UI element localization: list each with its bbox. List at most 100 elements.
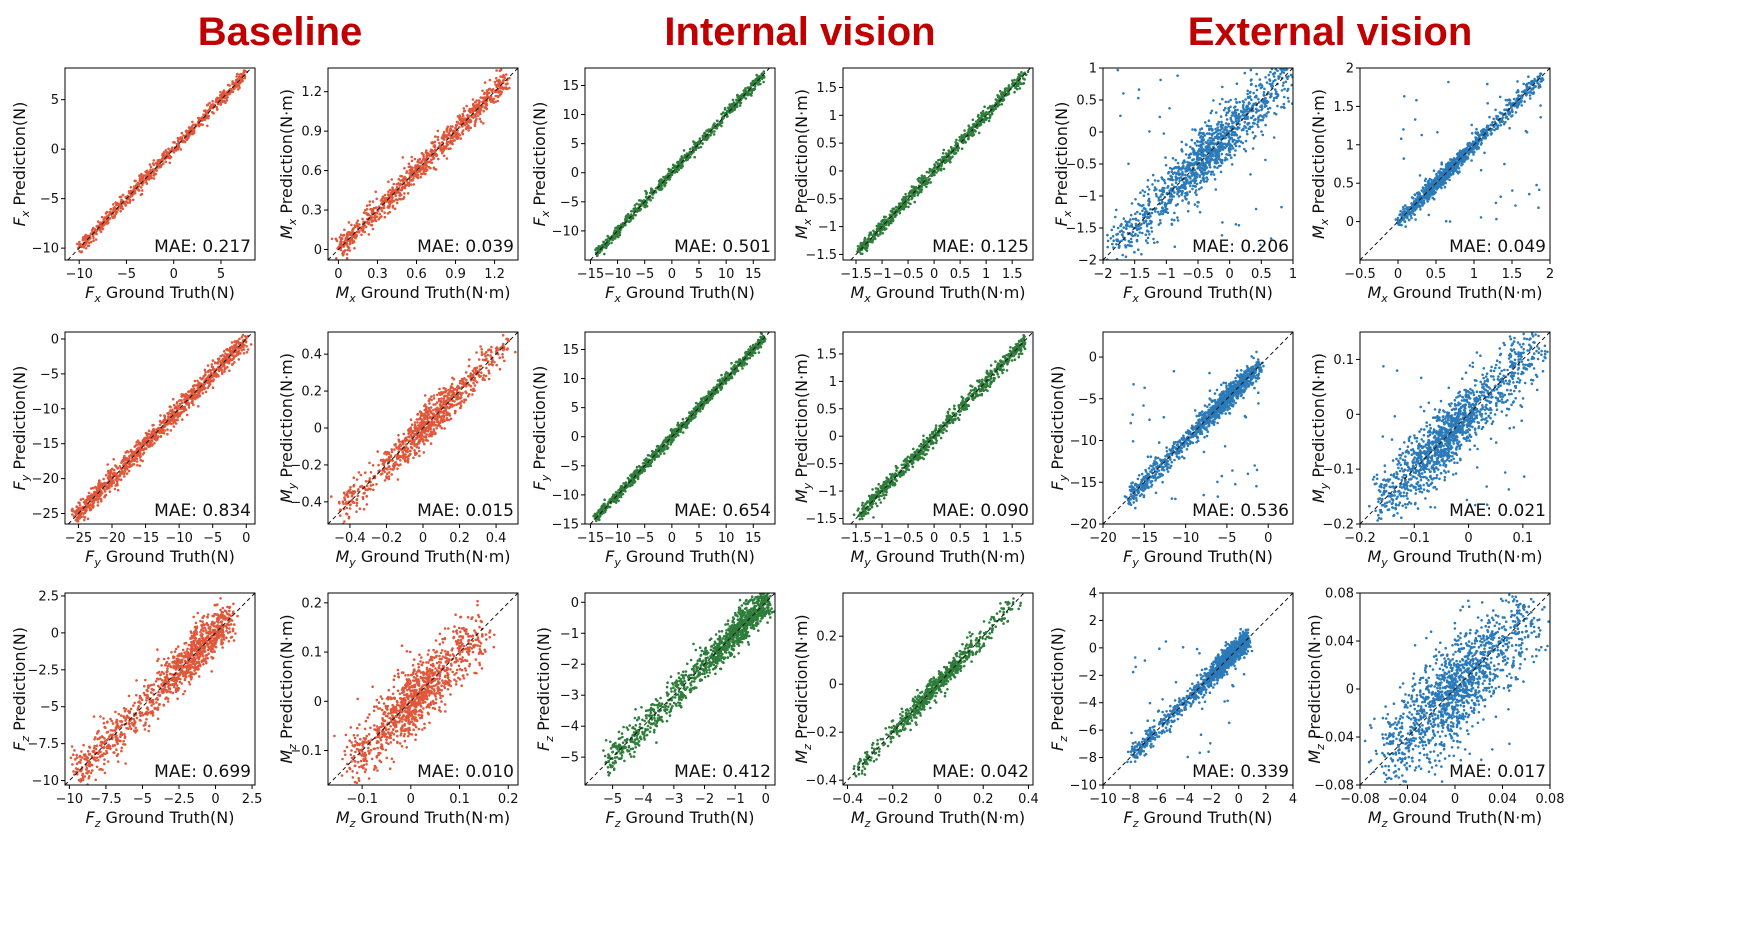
data-point — [971, 118, 975, 122]
data-point — [421, 172, 424, 176]
data-point — [435, 154, 438, 158]
data-point — [185, 132, 189, 135]
data-point — [699, 145, 703, 149]
data-point — [677, 168, 680, 171]
data-point — [1137, 227, 1140, 231]
data-point — [960, 134, 964, 138]
data-point — [1130, 233, 1133, 236]
data-point — [1116, 68, 1120, 72]
data-point — [1199, 136, 1202, 139]
data-point — [1122, 231, 1125, 234]
data-point — [1280, 205, 1283, 209]
data-point — [223, 99, 226, 103]
data-point — [692, 140, 695, 143]
data-point — [1265, 81, 1269, 84]
data-point — [1213, 131, 1216, 135]
data-point — [353, 224, 357, 227]
mae-annotation: MAE: 0.501 — [674, 237, 771, 257]
data-point — [671, 163, 675, 167]
data-point — [976, 115, 980, 118]
data-point — [1137, 96, 1140, 100]
data-point — [698, 138, 702, 142]
data-point — [1217, 120, 1221, 124]
data-point — [1297, 94, 1300, 97]
data-point — [925, 185, 928, 189]
data-point — [421, 165, 425, 169]
data-point — [1197, 133, 1201, 136]
data-point — [598, 246, 601, 250]
data-point — [1179, 189, 1182, 193]
data-point — [1119, 114, 1122, 118]
data-point — [375, 197, 379, 201]
x-tick-label: 0.6 — [406, 267, 427, 282]
data-point — [1282, 81, 1285, 85]
data-point — [172, 151, 176, 154]
data-point — [448, 134, 452, 137]
data-point — [1225, 158, 1229, 161]
data-point — [445, 144, 448, 148]
data-point — [981, 120, 984, 123]
data-point — [1216, 166, 1219, 169]
data-point — [651, 196, 654, 199]
data-point — [1279, 68, 1282, 71]
data-point — [913, 194, 916, 198]
data-point — [1271, 59, 1274, 62]
data-point — [1404, 225, 1407, 228]
data-point — [745, 90, 749, 94]
data-point — [856, 245, 860, 248]
data-point — [117, 203, 121, 206]
x-tick-label: 0 — [668, 267, 676, 282]
data-point — [152, 159, 156, 162]
data-point — [427, 152, 430, 156]
data-point — [637, 203, 641, 206]
data-point — [1293, 51, 1296, 54]
data-point — [1194, 189, 1198, 192]
data-point — [723, 106, 727, 110]
data-point — [1491, 121, 1494, 124]
data-point — [1195, 182, 1199, 186]
data-point — [1137, 248, 1140, 251]
data-point — [461, 114, 465, 118]
data-point — [942, 167, 946, 171]
data-point — [455, 120, 459, 124]
data-point — [1205, 141, 1208, 144]
data-point — [990, 112, 994, 116]
data-point — [612, 234, 615, 237]
data-point — [380, 202, 383, 206]
x-tick-label: 0.5 — [1251, 267, 1272, 282]
data-point — [1181, 150, 1184, 153]
data-point — [875, 224, 879, 228]
data-point — [403, 183, 407, 186]
data-point — [737, 96, 741, 99]
data-point — [1248, 91, 1252, 94]
data-point — [1220, 234, 1224, 237]
data-point — [1202, 153, 1205, 157]
data-point — [929, 181, 933, 184]
data-point — [983, 105, 986, 108]
y-tick-label: 0 — [314, 243, 322, 258]
data-point — [640, 202, 643, 206]
data-point — [391, 187, 395, 190]
data-point — [95, 232, 98, 236]
data-point — [991, 109, 995, 112]
data-point — [152, 163, 156, 166]
data-point — [1279, 72, 1282, 76]
data-point — [1191, 184, 1195, 188]
data-point — [1193, 173, 1196, 177]
data-point — [1137, 202, 1140, 206]
data-point — [420, 151, 424, 155]
data-point — [1140, 222, 1143, 226]
data-point — [186, 137, 189, 140]
data-point — [1195, 144, 1198, 147]
data-point — [345, 253, 349, 256]
data-point — [1157, 198, 1161, 202]
data-point — [394, 188, 397, 192]
data-point — [1193, 149, 1196, 153]
x-tick-label: −0.5 — [892, 267, 924, 282]
data-point — [1204, 121, 1207, 124]
data-point — [351, 231, 355, 234]
data-point — [1191, 187, 1194, 191]
data-point — [856, 247, 860, 251]
y-tick-label: 0.5 — [816, 137, 837, 152]
x-tick-label: −15 — [577, 267, 604, 282]
